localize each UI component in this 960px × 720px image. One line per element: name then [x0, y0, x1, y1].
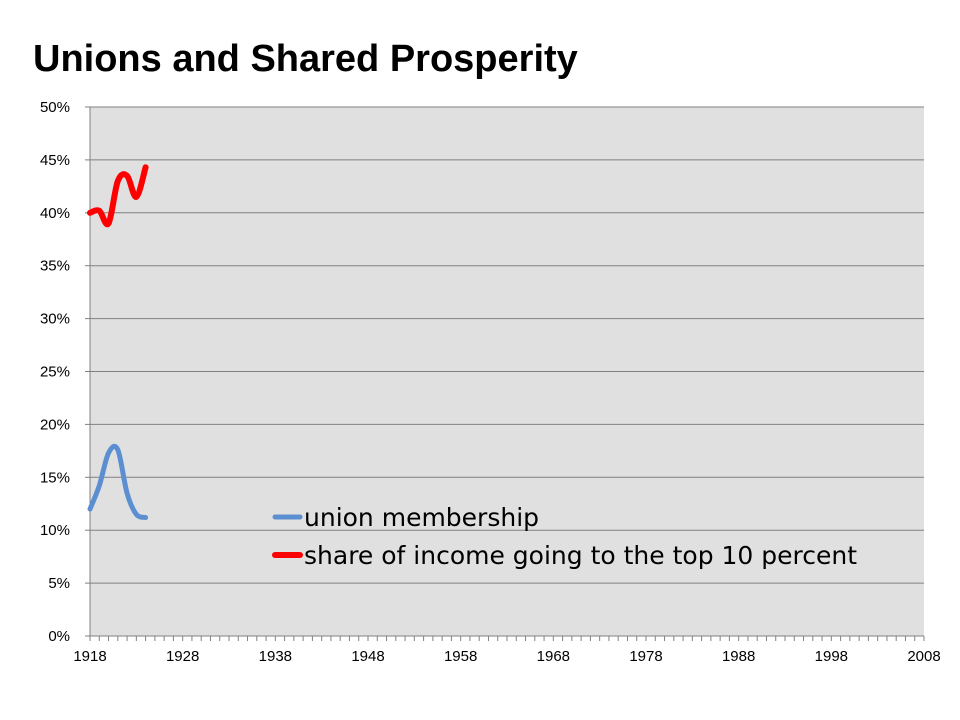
- y-tick-label: 45%: [40, 152, 70, 169]
- y-tick-label: 50%: [40, 99, 70, 116]
- x-tick-label: 2008: [907, 648, 940, 665]
- x-tick-label: 1958: [444, 648, 477, 665]
- x-tick-label: 1968: [537, 648, 570, 665]
- x-tick-label: 1978: [629, 648, 662, 665]
- x-tick-label: 1928: [166, 648, 199, 665]
- chart-title: Unions and Shared Prosperity: [33, 38, 578, 80]
- legend-label: union membership: [304, 503, 539, 532]
- legend-label: share of income going to the top 10 perc…: [304, 541, 857, 570]
- y-tick-label: 35%: [40, 258, 70, 275]
- y-tick-label: 0%: [48, 628, 70, 645]
- y-tick-label: 30%: [40, 311, 70, 328]
- x-tick-label: 1988: [722, 648, 755, 665]
- x-tick-label: 1998: [815, 648, 848, 665]
- y-tick-label: 15%: [40, 469, 70, 486]
- y-tick-label: 40%: [40, 205, 70, 222]
- x-tick-label: 1948: [351, 648, 384, 665]
- y-tick-label: 10%: [40, 522, 70, 539]
- x-tick-label: 1918: [73, 648, 106, 665]
- y-tick-label: 25%: [40, 364, 70, 381]
- y-tick-label: 20%: [40, 416, 70, 433]
- y-tick-label: 5%: [48, 575, 70, 592]
- x-tick-label: 1938: [259, 648, 292, 665]
